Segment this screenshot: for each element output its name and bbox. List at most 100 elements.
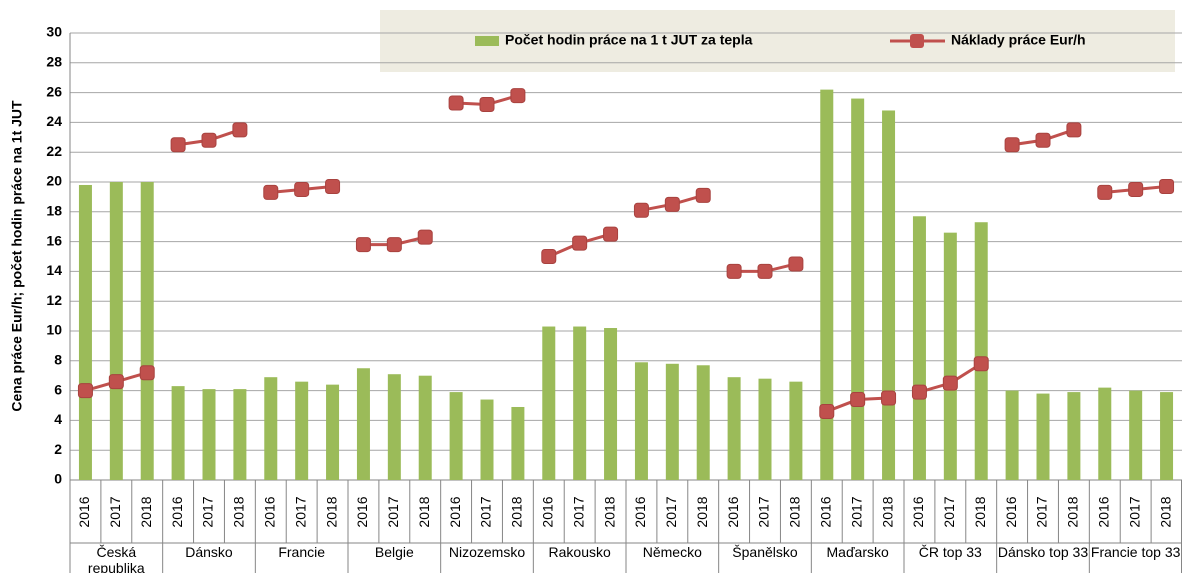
line-marker <box>881 390 897 406</box>
y-tick-label: 12 <box>46 292 62 308</box>
bar <box>1098 387 1112 480</box>
y-tick-label: 30 <box>46 24 62 40</box>
group-label: Dánsko top 33 <box>997 544 1089 560</box>
line-marker <box>479 97 495 113</box>
group-label: Belgie <box>374 544 414 560</box>
x-tick-label: 2017 <box>385 496 401 527</box>
x-tick-label: 2018 <box>231 496 247 527</box>
line-marker <box>911 384 927 400</box>
line-marker <box>757 263 773 279</box>
x-tick-label: 2017 <box>107 496 123 527</box>
x-tick-label: 2017 <box>756 496 772 527</box>
group-label-box: Dánsko top 33 <box>997 544 1089 560</box>
group-label-box: Belgie <box>374 544 414 560</box>
y-tick-label: 10 <box>46 322 62 338</box>
bar <box>727 377 741 480</box>
y-tick-label: 14 <box>46 262 62 278</box>
line-marker <box>973 356 989 372</box>
line-marker <box>572 235 588 251</box>
group-label-box: Nizozemsko <box>448 544 526 560</box>
x-tick-label: 2017 <box>292 496 308 527</box>
bar <box>356 368 370 480</box>
legend-swatch <box>475 36 499 46</box>
bar <box>449 392 463 480</box>
y-tick-label: 22 <box>46 143 62 159</box>
line-marker <box>633 202 649 218</box>
x-tick-label: 2018 <box>1157 496 1173 527</box>
bar <box>1036 393 1050 480</box>
x-tick-label: 2018 <box>1065 496 1081 527</box>
line-marker <box>726 263 742 279</box>
bar <box>634 362 648 480</box>
bar <box>295 381 309 480</box>
y-tick-label: 28 <box>46 54 62 70</box>
line-marker <box>1128 181 1144 197</box>
x-tick-label: 2016 <box>261 496 277 527</box>
y-tick-label: 4 <box>54 411 62 427</box>
bar <box>171 386 185 480</box>
line-marker <box>942 375 958 391</box>
y-tick-label: 16 <box>46 232 62 248</box>
group-label: Německo <box>642 544 702 560</box>
group-label: Rakousko <box>548 544 611 560</box>
group-label-box: Rakousko <box>548 544 611 560</box>
group-label: ČR top 33 <box>918 544 982 560</box>
group-label-box: Francie <box>278 544 325 560</box>
line-marker <box>417 229 433 245</box>
x-tick-label: 2017 <box>200 496 216 527</box>
y-tick-label: 0 <box>54 471 62 487</box>
line-marker <box>1004 137 1020 153</box>
legend-label: Počet hodin práce na 1 t JUT za tepla <box>505 32 753 48</box>
bar <box>202 389 216 480</box>
x-tick-label: 2017 <box>941 496 957 527</box>
line-marker <box>201 132 217 148</box>
line-marker <box>788 256 804 272</box>
bar <box>789 381 803 480</box>
group-label: Nizozemsko <box>448 544 526 560</box>
y-tick-label: 24 <box>46 113 62 129</box>
x-tick-label: 2018 <box>416 496 432 527</box>
group-label-box: Maďarsko <box>826 544 889 560</box>
x-tick-label: 2016 <box>539 496 555 527</box>
line-marker <box>819 403 835 419</box>
x-tick-label: 2017 <box>478 496 494 527</box>
line-marker <box>139 365 155 381</box>
bar <box>264 377 278 480</box>
bar <box>140 182 154 480</box>
line-marker <box>850 392 866 408</box>
bar <box>542 326 556 480</box>
y-axis-title: Cena práce Eur/h; počet hodin práce na 1… <box>9 100 25 412</box>
group-label-box: Francie top 33 <box>1091 544 1181 560</box>
x-tick-label: 2017 <box>848 496 864 527</box>
bar <box>912 216 926 480</box>
y-tick-label: 2 <box>54 441 62 457</box>
group-label: Španělsko <box>732 544 798 560</box>
line-marker <box>695 187 711 203</box>
bar <box>233 389 247 480</box>
x-tick-label: 2016 <box>354 496 370 527</box>
x-tick-label: 2018 <box>138 496 154 527</box>
group-label-box: ČR top 33 <box>918 544 982 560</box>
x-tick-label: 2018 <box>879 496 895 527</box>
x-tick-label: 2016 <box>910 496 926 527</box>
x-tick-label: 2018 <box>787 496 803 527</box>
x-tick-label: 2016 <box>447 496 463 527</box>
bar <box>943 232 957 480</box>
group-label-box: Dánsko <box>185 544 232 560</box>
bar <box>1005 390 1019 480</box>
bar <box>696 365 710 480</box>
bar <box>1160 392 1174 480</box>
legend-label: Náklady práce Eur/h <box>951 32 1086 48</box>
line-marker <box>294 181 310 197</box>
x-tick-label: 2017 <box>1126 496 1142 527</box>
y-tick-label: 6 <box>54 381 62 397</box>
bar <box>882 110 896 480</box>
line-marker <box>448 95 464 111</box>
bar <box>604 328 618 480</box>
bar <box>573 326 587 480</box>
x-tick-label: 2018 <box>323 496 339 527</box>
group-label: Francie <box>278 544 325 560</box>
group-label: Maďarsko <box>826 544 889 560</box>
x-tick-label: 2016 <box>632 496 648 527</box>
